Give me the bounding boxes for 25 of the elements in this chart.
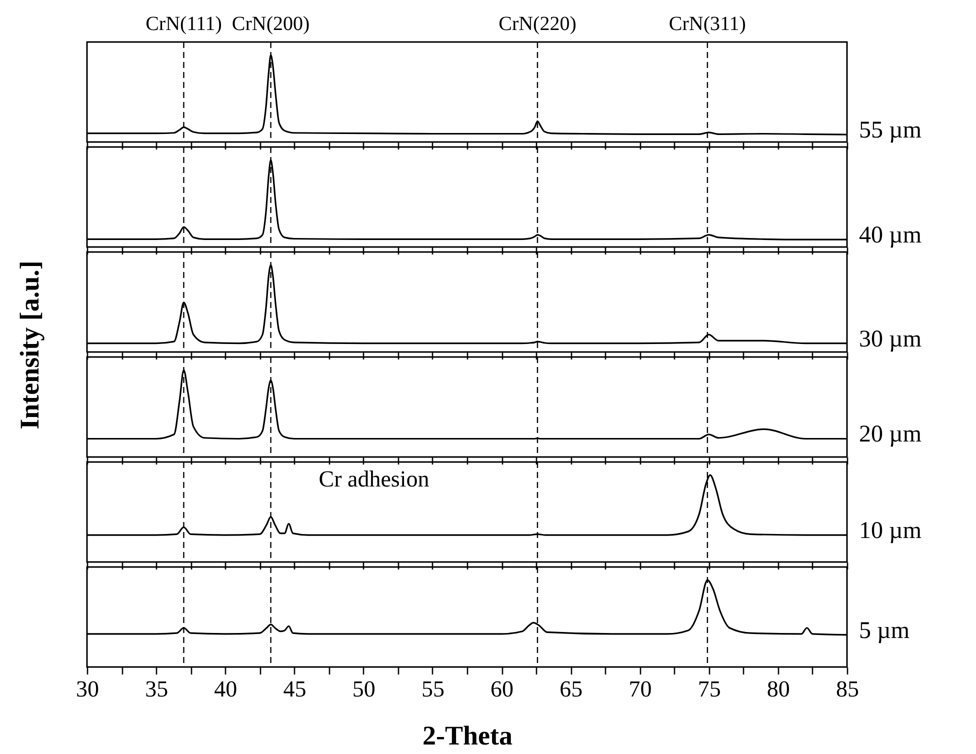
series-label: 30 µm	[859, 326, 922, 352]
ref-line-label: CrN(311)	[668, 13, 746, 35]
annotation: Cr adhesion	[318, 466, 430, 492]
x-axis-title: 2-Theta	[422, 720, 513, 750]
x-tick-label: 60	[490, 676, 514, 702]
series-label: 55 µm	[859, 118, 922, 144]
series-label: 20 µm	[859, 422, 922, 448]
x-tick-label: 30	[76, 676, 99, 702]
x-tick-label: 80	[766, 676, 790, 702]
x-tick-label: 75	[698, 676, 721, 702]
x-tick-label: 35	[145, 676, 168, 702]
x-tick-label: 70	[628, 676, 652, 702]
x-tick-label: 45	[283, 676, 306, 702]
series-label: 5 µm	[859, 618, 910, 644]
y-axis-title: Intensity [a.u.]	[14, 260, 46, 430]
x-tick-label: 55	[421, 676, 444, 702]
x-tick-label: 50	[352, 676, 376, 702]
x-tick-label: 65	[560, 676, 583, 702]
series-label: 40 µm	[859, 222, 922, 249]
ref-line-label: CrN(220)	[498, 13, 576, 35]
series-label: 10 µm	[859, 518, 922, 544]
x-tick-label: 40	[214, 676, 238, 702]
ref-line-label: CrN(200)	[232, 13, 310, 35]
x-tick-label: 85	[836, 676, 859, 702]
ref-line-label: CrN(111)	[146, 13, 222, 35]
